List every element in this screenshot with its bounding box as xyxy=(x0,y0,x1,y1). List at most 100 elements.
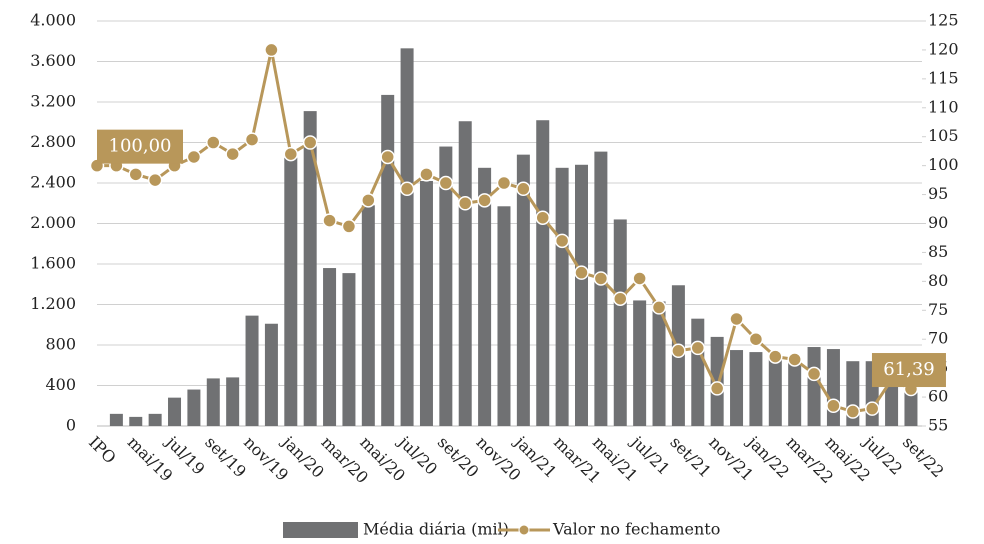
bar xyxy=(361,205,375,426)
line-point xyxy=(709,381,725,396)
data-label: 61,39 xyxy=(883,359,935,380)
line-point xyxy=(380,149,395,165)
bar xyxy=(381,94,395,426)
bar xyxy=(206,378,220,426)
x-tick-label: set/22 xyxy=(899,433,948,482)
bar xyxy=(168,397,182,426)
line-point xyxy=(574,265,589,280)
line-point xyxy=(322,213,337,228)
line-point xyxy=(748,331,764,347)
y-tick-label: 1.600 xyxy=(30,254,76,273)
line-point xyxy=(457,196,473,211)
line-point xyxy=(264,42,279,58)
legend-marker xyxy=(518,524,530,536)
y2-tick-label: 100 xyxy=(928,155,959,174)
line-point xyxy=(593,271,609,286)
line-point xyxy=(651,300,667,315)
bar xyxy=(516,154,530,426)
y2-tick-label: 120 xyxy=(928,39,959,58)
bar xyxy=(323,268,337,426)
y2-tick-label: 75 xyxy=(928,300,948,319)
x-tick-label: set/21 xyxy=(666,433,715,482)
bar xyxy=(245,315,259,426)
bar xyxy=(536,120,550,426)
line-point xyxy=(613,291,628,306)
bar xyxy=(458,121,472,427)
x-tick-label: IPO xyxy=(85,433,120,468)
y-tick-label: 1.200 xyxy=(30,294,76,313)
line-point xyxy=(826,398,841,413)
bar xyxy=(497,206,511,426)
line-point xyxy=(554,233,570,249)
bar xyxy=(633,300,647,426)
y-tick-label: 400 xyxy=(45,375,76,394)
line-point xyxy=(341,219,357,234)
label-box xyxy=(97,129,183,164)
line-point xyxy=(361,193,376,208)
line-point xyxy=(690,340,706,356)
bar xyxy=(652,301,666,426)
legend-label: Média diária (mil) xyxy=(363,520,509,539)
line-point xyxy=(147,172,163,188)
y-tick-label: 2.400 xyxy=(30,173,76,192)
bar xyxy=(342,273,356,426)
y2-tick-label: 95 xyxy=(928,184,948,203)
y2-tick-label: 80 xyxy=(928,271,948,290)
bar xyxy=(730,350,744,426)
y-tick-label: 0 xyxy=(66,416,76,435)
y-tick-label: 3.200 xyxy=(30,92,76,111)
bar xyxy=(555,167,569,426)
legend-label: Valor no fechamento xyxy=(552,520,720,539)
bar xyxy=(749,352,763,426)
y2-tick-label: 110 xyxy=(928,97,959,116)
bar xyxy=(788,357,802,426)
bar xyxy=(826,349,840,426)
bar xyxy=(187,389,201,426)
bar xyxy=(807,347,821,426)
y-tick-label: 3.600 xyxy=(30,51,76,70)
label-box xyxy=(871,353,946,388)
y-tick-label: 4.000 xyxy=(30,11,76,30)
bar xyxy=(768,356,782,426)
bar xyxy=(129,416,143,426)
line-point xyxy=(729,311,744,327)
line-point xyxy=(806,366,822,382)
y2-tick-label: 60 xyxy=(928,387,948,406)
line-point xyxy=(632,271,647,286)
bar xyxy=(594,151,608,427)
bar xyxy=(303,111,317,427)
bar xyxy=(439,146,453,427)
line-point xyxy=(283,146,299,162)
legend-swatch xyxy=(283,522,358,538)
line-point xyxy=(302,135,318,150)
bar xyxy=(284,157,298,426)
bar xyxy=(691,318,705,426)
line-point xyxy=(128,167,144,182)
y2-tick-label: 85 xyxy=(928,242,948,261)
y2-tick-label: 125 xyxy=(928,11,959,30)
y-tick-label: 2.800 xyxy=(30,132,76,151)
line-point xyxy=(419,167,434,182)
line-point xyxy=(787,352,802,367)
bar xyxy=(613,219,627,426)
bar xyxy=(419,180,433,426)
line-point xyxy=(225,146,240,162)
bar xyxy=(264,323,278,426)
line-point xyxy=(399,181,415,197)
y2-tick-label: 55 xyxy=(928,416,948,435)
line-point xyxy=(206,135,221,150)
line-point xyxy=(496,175,512,191)
line-point xyxy=(768,349,783,364)
y2-tick-label: 115 xyxy=(928,68,959,87)
bar xyxy=(226,377,240,426)
y-tick-label: 2.000 xyxy=(30,213,76,232)
line-point xyxy=(671,343,686,359)
bar xyxy=(478,167,492,426)
line-point xyxy=(845,404,861,419)
line-point xyxy=(477,193,492,208)
line-point xyxy=(864,401,880,416)
line-point xyxy=(516,181,531,197)
x-tick-label: set/19 xyxy=(201,433,250,482)
line-point xyxy=(535,210,550,225)
